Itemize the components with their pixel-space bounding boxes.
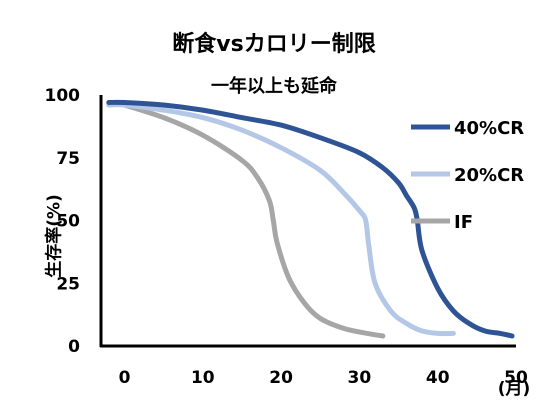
series-line-40pctcr <box>106 99 515 339</box>
x-tick-label: 0 <box>119 368 131 388</box>
y-tick-label: 100 <box>45 86 81 106</box>
chart-subtitle: 一年以上も延命 <box>211 76 337 97</box>
y-tick-label: 75 <box>56 149 80 169</box>
chart-title: 断食vsカロリー制限 <box>172 32 376 57</box>
legend-label-if: IF <box>454 212 473 233</box>
series-line-20pctcr <box>106 102 456 337</box>
x-tick-label: 20 <box>269 368 293 388</box>
y-tick-label: 0 <box>68 337 80 357</box>
x-tick-label: 30 <box>348 368 372 388</box>
legend-label-40pctcr: 40%CR <box>454 118 524 139</box>
x-tick-label: 40 <box>426 368 450 388</box>
x-tick-label: 50 <box>504 368 528 388</box>
series-line-if <box>122 102 386 339</box>
x-tick-label: 10 <box>191 368 215 388</box>
legend-label-20pctcr: 20%CR <box>454 165 524 186</box>
y-tick-label: 25 <box>56 274 80 294</box>
x-axis-label: (月) <box>498 379 531 399</box>
y-tick-label: 50 <box>56 212 80 232</box>
